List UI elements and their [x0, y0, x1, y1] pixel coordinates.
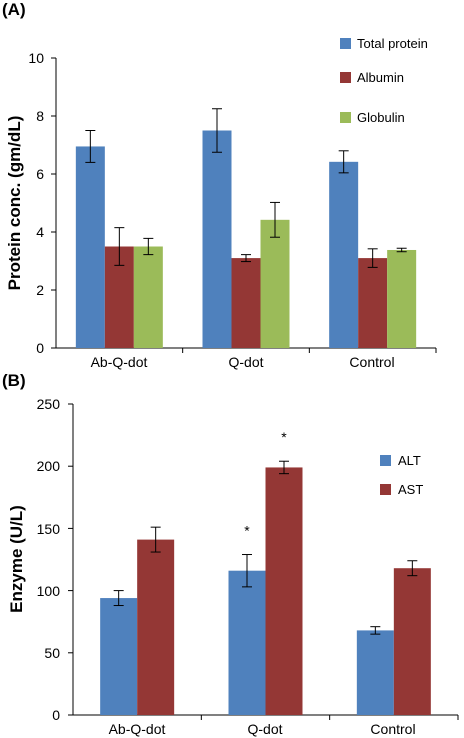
panel-a-x-tick-label: Q-dot: [228, 354, 263, 370]
panel-a-label: (A): [2, 0, 26, 19]
bar-globulin-control: [387, 249, 417, 348]
legend-swatch-total-protein: [340, 38, 351, 49]
panel-b-label: (B): [2, 371, 26, 390]
bar-alt-ab-q-dot: [100, 598, 138, 715]
significance-marker: *: [281, 429, 287, 445]
panel-b-y-axis-title: Enzyme (U/L): [7, 505, 26, 613]
legend-swatch-albumin: [340, 72, 351, 83]
panel-a-y-tick-label: 8: [36, 108, 44, 124]
panel-a-y-tick-label: 0: [36, 340, 44, 356]
error-bar-albumin-ab-q-dot: [114, 227, 125, 266]
error-bar-total-protein-control: [338, 150, 349, 174]
panel-b-y-tick-label: 200: [37, 458, 61, 474]
panel-a-y-tick-label: 2: [36, 282, 44, 298]
error-bar-globulin-control: [396, 247, 407, 253]
legend-label-albumin: Albumin: [357, 70, 404, 85]
panel-a: (A) Protein conc. (gm/dL) 0 2 4 6 8 10 A…: [2, 0, 437, 370]
panel-a-x-tick-label: Control: [349, 354, 394, 370]
legend-swatch-ast: [380, 484, 391, 495]
panel-b-y-tick-label: 150: [37, 521, 61, 537]
bar-ast-ab-q-dot: [137, 539, 175, 715]
bar-total-protein-control: [329, 161, 359, 348]
panel-a-y-tick-label: 4: [36, 224, 44, 240]
panel-a-legend: Total protein Albumin Globulin: [340, 36, 428, 125]
error-bar-albumin-control: [367, 248, 378, 268]
error-bar-ast-control: [407, 560, 418, 577]
bar-alt-control: [356, 630, 394, 715]
bar-ast-control: [393, 568, 431, 715]
legend-swatch-globulin: [340, 112, 351, 123]
legend-label-alt: ALT: [398, 453, 421, 468]
error-bar-total-protein-ab-q-dot: [85, 130, 96, 163]
bar-ast-q-dot: [265, 467, 303, 715]
legend-swatch-alt: [380, 455, 391, 466]
legend-label-ast: AST: [398, 482, 423, 497]
panel-b-y-tick-label: 0: [52, 707, 60, 723]
error-bar-globulin-q-dot: [270, 201, 280, 238]
panel-b-legend: ALT AST: [380, 453, 423, 497]
bar-globulin-ab-q-dot: [133, 246, 163, 348]
panel-b-x-tick-label: Q-dot: [247, 721, 282, 737]
bar-albumin-q-dot: [231, 258, 261, 348]
bar-total-protein-ab-q-dot: [75, 146, 105, 348]
panel-a-y-tick-label: 10: [28, 50, 44, 66]
error-bar-total-protein-q-dot: [212, 108, 222, 153]
panel-b-x-tick-label: Control: [370, 721, 415, 737]
panel-a-y-axis-title: Protein conc. (gm/dL): [5, 116, 24, 291]
bar-globulin-q-dot: [260, 219, 290, 348]
bar-albumin-control: [358, 258, 388, 348]
error-bar-globulin-ab-q-dot: [143, 237, 154, 256]
panel-a-x-tick-label: Ab-Q-dot: [91, 354, 148, 370]
error-bar-alt-control: [370, 626, 381, 635]
panel-b-y-tick-label: 50: [44, 645, 60, 661]
significance-marker: *: [244, 523, 250, 539]
error-bar-alt-q-dot: [242, 554, 252, 588]
panel-b-x-tick-label: Ab-Q-dot: [109, 721, 166, 737]
legend-label-globulin: Globulin: [357, 110, 405, 125]
bar-total-protein-q-dot: [202, 130, 232, 348]
error-bar-ast-ab-q-dot: [150, 526, 161, 553]
legend-label-total-protein: Total protein: [357, 36, 428, 51]
bar-alt-q-dot: [228, 570, 266, 715]
panel-b: (B) Enzyme (U/L) 0 50 100 150 200 250 Ab…: [2, 371, 459, 737]
error-bar-alt-ab-q-dot: [113, 590, 124, 607]
panel-b-y-tick-label: 250: [37, 396, 61, 412]
panel-b-y-tick-label: 100: [37, 583, 61, 599]
panel-a-y-tick-label: 6: [36, 166, 44, 182]
error-bar-ast-q-dot: [279, 460, 289, 475]
error-bar-albumin-q-dot: [241, 254, 251, 263]
